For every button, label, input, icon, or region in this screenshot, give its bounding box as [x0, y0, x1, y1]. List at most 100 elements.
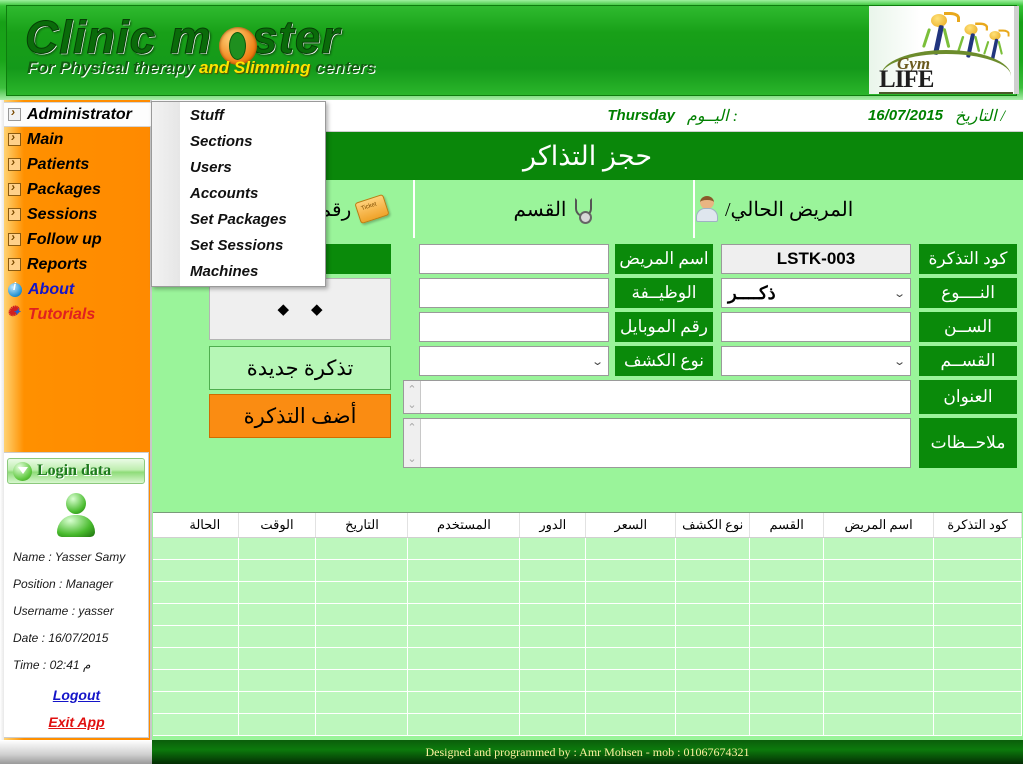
table-row[interactable] [153, 625, 1022, 648]
table-cell[interactable] [585, 559, 677, 582]
table-cell[interactable] [675, 581, 751, 604]
table-cell[interactable] [749, 537, 825, 560]
col-date[interactable]: التاريخ [315, 512, 409, 538]
table-cell[interactable] [823, 559, 935, 582]
table-cell[interactable] [519, 647, 587, 670]
table-cell[interactable] [933, 691, 1022, 714]
table-cell[interactable] [519, 669, 587, 692]
table-cell[interactable] [238, 581, 317, 604]
table-cell[interactable] [519, 581, 587, 604]
table-cell[interactable] [153, 713, 173, 736]
address-scrollbar[interactable]: ⌃ ⌄ [404, 381, 421, 413]
table-cell[interactable] [407, 691, 521, 714]
table-cell[interactable] [823, 581, 935, 604]
table-cell[interactable] [153, 537, 173, 560]
table-cell[interactable] [519, 625, 587, 648]
table-cell[interactable] [172, 647, 239, 670]
table-cell[interactable] [172, 691, 239, 714]
col-patient-name[interactable]: اسم المريض [823, 512, 935, 538]
table-cell[interactable] [238, 691, 317, 714]
table-cell[interactable] [585, 713, 677, 736]
table-cell[interactable] [407, 537, 521, 560]
table-cell[interactable] [675, 647, 751, 670]
table-cell[interactable] [153, 691, 173, 714]
table-cell[interactable] [238, 713, 317, 736]
table-row[interactable] [153, 691, 1022, 714]
scroll-up-icon[interactable]: ⌃ [407, 422, 417, 434]
table-cell[interactable] [933, 559, 1022, 582]
sidebar-item-main[interactable]: Main [0, 127, 152, 152]
table-cell[interactable] [238, 669, 317, 692]
table-cell[interactable] [933, 537, 1022, 560]
menu-item-sections[interactable]: Sections [190, 132, 253, 150]
field-mobile[interactable] [419, 312, 609, 342]
logout-link[interactable]: Logout [52, 687, 101, 703]
table-cell[interactable] [519, 537, 587, 560]
table-cell[interactable] [823, 713, 935, 736]
table-cell[interactable] [675, 537, 751, 560]
table-cell[interactable] [933, 581, 1022, 604]
table-cell[interactable] [675, 559, 751, 582]
new-ticket-button[interactable]: تذكرة جديدة [209, 346, 391, 390]
table-cell[interactable] [153, 669, 173, 692]
table-cell[interactable] [749, 691, 825, 714]
table-cell[interactable] [749, 603, 825, 626]
table-cell[interactable] [933, 603, 1022, 626]
menu-item-set-sessions[interactable]: Set Sessions [190, 236, 284, 254]
table-cell[interactable] [585, 537, 677, 560]
table-cell[interactable] [238, 647, 317, 670]
table-cell[interactable] [238, 603, 317, 626]
table-cell[interactable] [407, 625, 521, 648]
table-cell[interactable] [153, 625, 173, 648]
field-age[interactable] [721, 312, 911, 342]
menu-item-set-packages[interactable]: Set Packages [190, 210, 287, 228]
field-notes[interactable]: ⌃ ⌄ [403, 418, 911, 468]
table-cell[interactable] [933, 625, 1022, 648]
table-cell[interactable] [172, 559, 239, 582]
field-job[interactable] [419, 278, 609, 308]
administrator-dropdown-menu[interactable]: Stuff Sections Users Accounts Set Packag… [151, 101, 326, 287]
table-cell[interactable] [153, 559, 173, 582]
field-patient-name[interactable] [419, 244, 609, 274]
table-cell[interactable] [153, 581, 173, 604]
table-cell[interactable] [749, 581, 825, 604]
table-row[interactable] [153, 713, 1022, 736]
col-status[interactable]: الحالة [172, 512, 239, 538]
table-cell[interactable] [238, 559, 317, 582]
menu-item-accounts[interactable]: Accounts [190, 184, 259, 202]
table-cell[interactable] [519, 603, 587, 626]
table-cell[interactable] [933, 669, 1022, 692]
table-cell[interactable] [823, 603, 935, 626]
table-row[interactable] [153, 559, 1022, 582]
sidebar-item-about[interactable]: About [0, 277, 152, 302]
table-cell[interactable] [749, 625, 825, 648]
table-cell[interactable] [407, 669, 521, 692]
table-cell[interactable] [675, 603, 751, 626]
table-cell[interactable] [585, 691, 677, 714]
table-cell[interactable] [585, 669, 677, 692]
field-type[interactable]: ذكــــر ⌄ [721, 278, 911, 308]
col-ticket-code[interactable]: كود التذكرة [933, 512, 1022, 538]
sidebar-item-administrator[interactable]: Administrator [0, 102, 152, 127]
sidebar-item-patients[interactable]: Patients [0, 152, 152, 177]
table-cell[interactable] [172, 603, 239, 626]
table-cell[interactable] [153, 603, 173, 626]
table-cell[interactable] [172, 625, 239, 648]
table-cell[interactable] [749, 559, 825, 582]
table-cell[interactable] [585, 625, 677, 648]
sidebar-item-tutorials[interactable]: Tutorials [0, 302, 152, 327]
table-row[interactable] [153, 647, 1022, 670]
table-cell[interactable] [315, 713, 409, 736]
table-cell[interactable] [407, 603, 521, 626]
table-row[interactable] [153, 603, 1022, 626]
menu-item-machines[interactable]: Machines [190, 262, 259, 280]
table-cell[interactable] [823, 537, 935, 560]
table-cell[interactable] [585, 603, 677, 626]
table-cell[interactable] [933, 713, 1022, 736]
nav-number[interactable]: رقم [293, 180, 413, 238]
table-cell[interactable] [749, 669, 825, 692]
table-cell[interactable] [315, 669, 409, 692]
notes-scrollbar[interactable]: ⌃ ⌄ [404, 419, 421, 467]
table-cell[interactable] [675, 691, 751, 714]
exit-app-link[interactable]: Exit App [48, 714, 105, 730]
